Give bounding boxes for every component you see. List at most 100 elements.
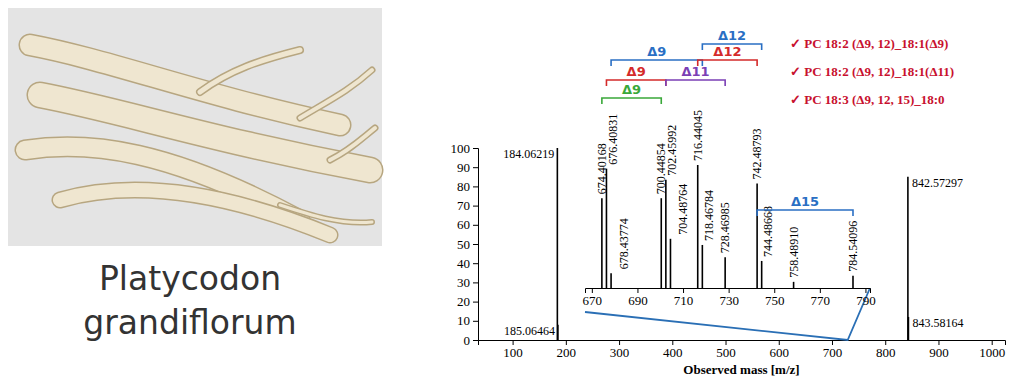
y-tick-mark	[473, 206, 478, 207]
y-tick-mark	[473, 225, 478, 226]
caption-line: grandiflorum	[83, 303, 296, 342]
y-tick-label: 80	[457, 179, 470, 194]
assignment: ✓ PC 18:3 (Δ9, 12, 15)_18:0	[790, 92, 945, 107]
x-tick: 750	[765, 288, 785, 308]
shift-label: Δ11	[681, 64, 709, 79]
figure: Platycodongrandiflorum100200300400500600…	[0, 0, 1024, 378]
y-tick: 70	[457, 198, 478, 213]
shift-label: Δ9	[622, 82, 641, 97]
y-tick: 100	[451, 141, 479, 156]
peak-label: 784.54096	[846, 221, 860, 272]
photo-background	[8, 8, 382, 246]
zoom-connector	[585, 288, 870, 340]
peak	[702, 245, 704, 288]
x-tick: 770	[811, 288, 831, 308]
y-tick-mark	[473, 244, 478, 245]
x-tick-label: 770	[811, 293, 831, 308]
peak-label: 758.48910	[787, 227, 801, 278]
root-outline	[330, 128, 375, 160]
x-tick-label: 800	[876, 345, 896, 360]
y-tick-label: 10	[457, 313, 470, 328]
peak	[610, 273, 612, 288]
peak	[793, 282, 795, 288]
root	[280, 205, 372, 223]
root-outline	[300, 70, 372, 118]
x-tick: 400	[663, 340, 683, 360]
shift-label: Δ9	[627, 64, 646, 79]
x-tick-label: 1000	[979, 345, 1005, 360]
peak-label: 843.58164	[912, 316, 963, 330]
peak-label: 704.48764	[676, 184, 690, 235]
y-tick: 0	[464, 333, 479, 348]
shift-bracket	[698, 60, 757, 66]
figure-svg: Platycodongrandiflorum100200300400500600…	[0, 0, 1024, 378]
x-tick: 300	[610, 340, 630, 360]
y-tick-label: 20	[457, 294, 470, 309]
x-tick: 690	[628, 288, 648, 308]
x-tick-label: 100	[503, 345, 523, 360]
peak-label: 718.46784	[702, 190, 716, 241]
x-tick-label: 500	[716, 345, 736, 360]
y-tick: 20	[457, 294, 478, 309]
peak	[697, 165, 699, 288]
y-tick-mark	[473, 321, 478, 322]
y-axis: 0102030405060708090100	[451, 141, 479, 348]
x-tick-label: 300	[610, 345, 630, 360]
root	[200, 50, 300, 92]
y-tick-label: 90	[457, 160, 470, 175]
root	[330, 128, 375, 160]
x-axis: 670690710730750770790	[583, 288, 876, 308]
x-tick-label: 690	[628, 293, 648, 308]
peak-label: 744.48668	[761, 206, 775, 257]
peak	[557, 148, 559, 340]
y-tick: 40	[457, 256, 478, 271]
peak	[756, 183, 758, 288]
x-tick-label: 670	[583, 293, 603, 308]
y-tick-label: 50	[457, 237, 470, 252]
shift-bracket	[666, 80, 725, 86]
x-tick-label: 790	[856, 293, 876, 308]
y-tick-label: 30	[457, 275, 470, 290]
y-tick-mark	[473, 302, 478, 303]
x-tick-label: 900	[929, 345, 949, 360]
x-tick: 600	[770, 340, 790, 360]
peak-label: 702.45992	[665, 125, 679, 176]
x-tick-label: 200	[557, 345, 577, 360]
x-tick-label: 730	[719, 293, 739, 308]
y-tick-label: 40	[457, 256, 470, 271]
x-tick: 900	[929, 340, 949, 360]
peak	[660, 198, 662, 288]
x-tick: 200	[557, 340, 577, 360]
y-tick-mark	[473, 282, 478, 283]
y-tick-mark	[473, 186, 478, 187]
peak	[724, 257, 726, 288]
root	[300, 70, 372, 118]
x-tick: 730	[719, 288, 739, 308]
peak	[670, 239, 672, 288]
peak	[557, 325, 559, 340]
x-tick: 1000	[979, 340, 1005, 360]
peak-label: 728.46985	[718, 202, 732, 253]
x-tick-label: 600	[770, 345, 790, 360]
x-axis-title: Observed mass [m/z]	[683, 362, 799, 377]
y-tick-mark	[473, 167, 478, 168]
peak	[908, 317, 910, 340]
peak-label: 842.57297	[912, 176, 963, 190]
peak-label: 676.40831	[606, 114, 620, 165]
peak	[852, 276, 854, 288]
x-tick: 700	[823, 340, 843, 360]
peak	[761, 261, 763, 288]
x-tick: 790	[856, 288, 876, 308]
y-tick-mark	[473, 340, 478, 341]
y-tick-label: 100	[451, 141, 471, 156]
x-tick: 100	[503, 340, 523, 360]
shift-label: Δ9	[647, 44, 666, 59]
peak	[907, 177, 909, 340]
shift-bracket	[602, 98, 661, 104]
y-tick: 30	[457, 275, 478, 290]
shift-label: Δ12	[718, 28, 746, 43]
peak-label: 185.06464	[504, 324, 555, 338]
x-tick-label: 700	[823, 345, 843, 360]
y-tick: 10	[457, 313, 478, 328]
root-outline	[200, 50, 300, 92]
